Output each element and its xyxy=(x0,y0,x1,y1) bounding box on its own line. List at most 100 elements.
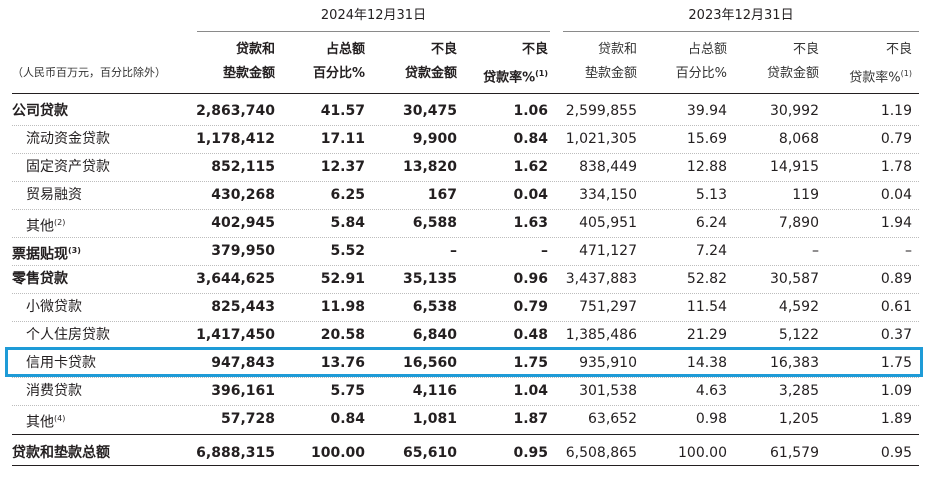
table-cell: 11.54 xyxy=(686,299,727,315)
row-separator xyxy=(12,405,919,406)
table-cell: 6.25 xyxy=(330,187,365,203)
table-cell: 8,068 xyxy=(778,131,819,147)
header-rule xyxy=(12,93,919,94)
period-2023-underline xyxy=(563,31,919,32)
row-separator xyxy=(12,321,919,322)
table-cell: 4,592 xyxy=(778,299,819,315)
col-header-line2-text: 贷款率% xyxy=(849,70,901,86)
table-cell: 14.38 xyxy=(686,355,727,371)
col-header-line2: 贷款金额 xyxy=(404,66,457,81)
col-header-npl-ratio-2024: 不良 贷款率%(1) xyxy=(462,38,548,90)
table-row: 其他(4) 57,728 0.84 1,081 1.87 63,652 0.98 1,205 1… xyxy=(12,405,919,433)
row-label: 个人住房贷款 xyxy=(26,321,110,349)
table-cell: 0.84 xyxy=(513,131,548,147)
table-cell: 405,951 xyxy=(579,215,637,231)
col-header-line1: 占总额 xyxy=(325,42,365,57)
table-cell: 1.94 xyxy=(880,215,912,231)
col-header-line2: 百分比% xyxy=(312,66,365,81)
col-header-line1: 不良 xyxy=(792,42,819,57)
row-label: 贸易融资 xyxy=(26,181,82,209)
total-rule xyxy=(12,434,919,435)
table-cell: 402,945 xyxy=(211,215,275,231)
table-cell: 57,728 xyxy=(220,411,275,427)
row-label-text: 个人住房贷款 xyxy=(26,327,110,343)
table-cell: – xyxy=(450,243,457,259)
table-cell: 100.00 xyxy=(310,445,365,461)
table-cell: 0.79 xyxy=(880,131,912,147)
col-header-pct-2024: 占总额 百分比% xyxy=(290,38,365,86)
table-cell: 61,579 xyxy=(770,445,819,461)
row-separator xyxy=(12,377,919,378)
row-label: 流动资金贷款 xyxy=(26,125,110,153)
table-cell: 0.48 xyxy=(513,327,548,343)
row-label: 其他(2) xyxy=(26,209,65,241)
table-cell: 6,840 xyxy=(412,327,457,343)
table-cell: 0.79 xyxy=(513,299,548,315)
row-label-text: 消费贷款 xyxy=(26,383,82,399)
table-cell: 12.37 xyxy=(320,159,365,175)
table-cell: 11.98 xyxy=(320,299,365,315)
period-2023-label: 2023年12月31日 xyxy=(688,8,794,23)
row-label: 小微贷款 xyxy=(26,293,82,321)
row-separator xyxy=(12,209,919,210)
table-cell: 1,021,305 xyxy=(565,131,637,147)
table-cell: 13.76 xyxy=(320,355,365,371)
table-cell: 5.75 xyxy=(330,383,365,399)
table-cell: 1.09 xyxy=(880,383,912,399)
table-cell: 0.95 xyxy=(513,445,548,461)
row-label: 贷款和垫款总额 xyxy=(12,439,110,467)
table-row: 公司贷款 2,863,740 41.57 30,475 1.06 2,599,855 39.… xyxy=(12,97,919,125)
row-separator xyxy=(12,153,919,154)
table-cell: 1.87 xyxy=(513,411,548,427)
table-cell: 9,900 xyxy=(412,131,457,147)
table-cell: 3,644,625 xyxy=(196,271,275,287)
table-cell: 334,150 xyxy=(579,187,637,203)
table-cell: 1.63 xyxy=(513,215,548,231)
table-cell: 6.24 xyxy=(695,215,727,231)
table-cell: 0.04 xyxy=(880,187,912,203)
table-cell: 13,820 xyxy=(402,159,457,175)
table-cell: 3,437,883 xyxy=(565,271,637,287)
table-cell: 2,599,855 xyxy=(565,103,637,119)
footnote-marker: (1) xyxy=(535,69,548,78)
table-cell: 65,610 xyxy=(402,445,457,461)
table-cell: 30,587 xyxy=(770,271,819,287)
period-header-2024: 2024年12月31日 xyxy=(197,6,550,32)
table-cell: 16,383 xyxy=(770,355,819,371)
col-header-line1: 不良 xyxy=(521,42,548,57)
table-cell: 52.82 xyxy=(686,271,727,287)
row-label-text: 贸易融资 xyxy=(26,187,82,203)
table-cell: 35,135 xyxy=(402,271,457,287)
table-cell: 0.95 xyxy=(880,445,912,461)
table-row: 贸易融资 430,268 6.25 167 0.04 334,150 5.13 119 0.04 xyxy=(12,181,919,209)
table-cell: 20.58 xyxy=(320,327,365,343)
col-header-line2: 贷款率%(1) xyxy=(462,62,548,90)
row-separator xyxy=(12,293,919,294)
table-cell: 1.75 xyxy=(880,355,912,371)
col-header-line1: 不良 xyxy=(430,42,457,57)
table-cell: 751,297 xyxy=(579,299,637,315)
table-cell: 1.62 xyxy=(513,159,548,175)
table-cell: 379,950 xyxy=(211,243,275,259)
table-cell: 0.84 xyxy=(330,411,365,427)
bottom-rule xyxy=(12,465,919,466)
row-label: 零售贷款 xyxy=(12,265,68,293)
row-label-text: 流动资金贷款 xyxy=(26,131,110,147)
col-header-line1: 贷款和 xyxy=(597,42,637,57)
table-cell: 52.91 xyxy=(320,271,365,287)
period-header-2023: 2023年12月31日 xyxy=(563,6,919,32)
row-label: 其他(4) xyxy=(26,405,65,437)
table-cell: 7.24 xyxy=(695,243,727,259)
table-cell: – xyxy=(541,243,548,259)
row-separator xyxy=(12,125,919,126)
table-cell: 30,475 xyxy=(402,103,457,119)
period-2024-label: 2024年12月31日 xyxy=(320,8,427,23)
table-cell: 6,588 xyxy=(412,215,457,231)
table-cell: 947,843 xyxy=(211,355,275,371)
unit-note: （人民币百万元，百分比除外） xyxy=(12,66,166,79)
col-header-npl-ratio-2023: 不良 贷款率%(1) xyxy=(826,38,912,90)
table-cell: 100.00 xyxy=(678,445,727,461)
table-cell: 3,285 xyxy=(778,383,819,399)
table-cell: 39.94 xyxy=(686,103,727,119)
